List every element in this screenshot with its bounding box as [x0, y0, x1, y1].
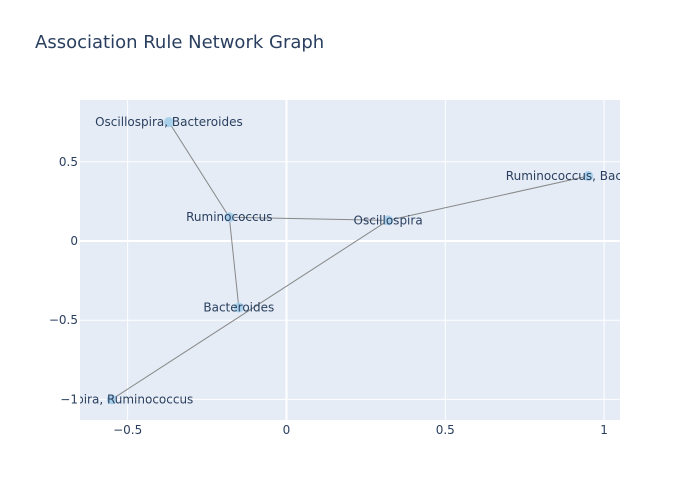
edge [111, 219, 389, 400]
node-marker[interactable] [163, 117, 174, 128]
node-label: Oscillospira, Ruminococcus [30, 392, 193, 406]
edges [111, 121, 589, 400]
x-tick-label: 0.5 [436, 423, 455, 437]
node-marker[interactable] [233, 302, 244, 313]
y-tick-label: −0.5 [49, 313, 78, 327]
nodes: Oscillospira, Bacteroides Ruminococcus Osc… [30, 115, 671, 406]
x-axis-ticks: −0.5 0 0.5 1 [113, 423, 608, 437]
plot-area [80, 100, 620, 420]
grid-lines [80, 100, 620, 420]
node-marker[interactable] [583, 171, 594, 182]
y-tick-label: 0 [70, 234, 78, 248]
node-marker[interactable] [224, 212, 235, 223]
y-tick-label: −1 [60, 392, 78, 406]
edge [229, 216, 389, 221]
y-tick-label: 0.5 [59, 155, 78, 169]
x-tick-label: 1 [600, 423, 608, 437]
node-label: Ruminococcus [186, 210, 272, 224]
edge [168, 121, 230, 218]
chart-title: Association Rule Network Graph [35, 32, 325, 53]
node-label: Oscillospira, Bacteroides [95, 115, 243, 129]
node-label: Bacteroides [203, 301, 274, 315]
x-tick-label: −0.5 [113, 423, 142, 437]
edge [228, 217, 240, 308]
node-label: Ruminococcus, Bacteroides [506, 169, 671, 183]
y-axis-ticks: 0.5 0 −0.5 −1 [49, 155, 78, 407]
node-marker[interactable] [106, 394, 117, 405]
edge [388, 175, 589, 221]
node-marker[interactable] [383, 215, 394, 226]
x-tick-label: 0 [283, 423, 291, 437]
node-label: Oscillospira [354, 213, 423, 227]
